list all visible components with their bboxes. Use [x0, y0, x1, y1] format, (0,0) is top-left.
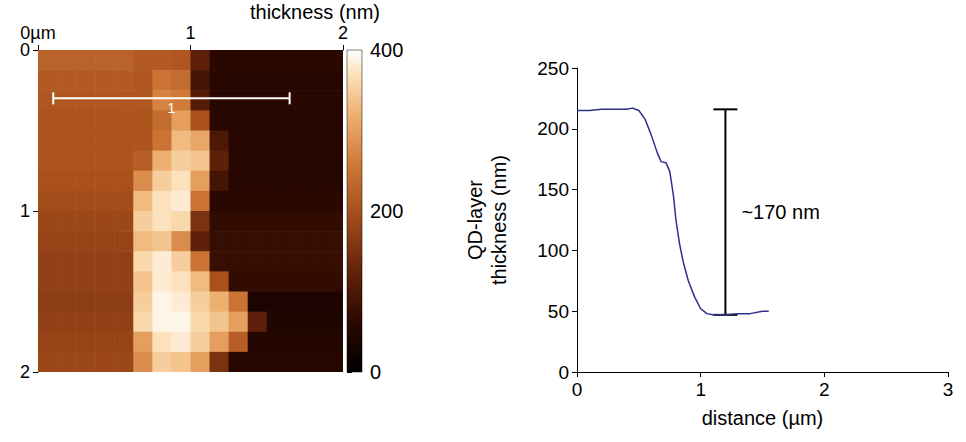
svg-text:0µm: 0µm: [20, 23, 55, 43]
svg-text:100: 100: [537, 240, 569, 261]
svg-text:QD-layer: QD-layer: [464, 180, 486, 260]
svg-text:1: 1: [20, 201, 30, 221]
svg-text:50: 50: [548, 301, 569, 322]
svg-text:400: 400: [370, 39, 403, 61]
svg-text:distance (µm): distance (µm): [702, 407, 824, 429]
svg-text:thickness (nm): thickness (nm): [250, 1, 380, 23]
svg-text:200: 200: [537, 118, 569, 139]
svg-text:250: 250: [537, 58, 569, 79]
svg-text:1: 1: [185, 23, 195, 43]
svg-text:0: 0: [558, 362, 569, 383]
svg-text:2: 2: [338, 23, 348, 43]
svg-text:2: 2: [20, 362, 30, 382]
svg-text:thickness (nm): thickness (nm): [488, 155, 510, 285]
svg-text:3: 3: [943, 379, 954, 400]
svg-text:150: 150: [537, 179, 569, 200]
svg-text:1: 1: [168, 100, 176, 116]
svg-text:~170 nm: ~170 nm: [741, 201, 819, 223]
svg-text:0: 0: [370, 361, 381, 383]
svg-text:2: 2: [819, 379, 830, 400]
svg-text:0: 0: [20, 40, 30, 60]
svg-text:1: 1: [695, 379, 706, 400]
svg-text:200: 200: [370, 200, 403, 222]
svg-text:0: 0: [572, 379, 583, 400]
